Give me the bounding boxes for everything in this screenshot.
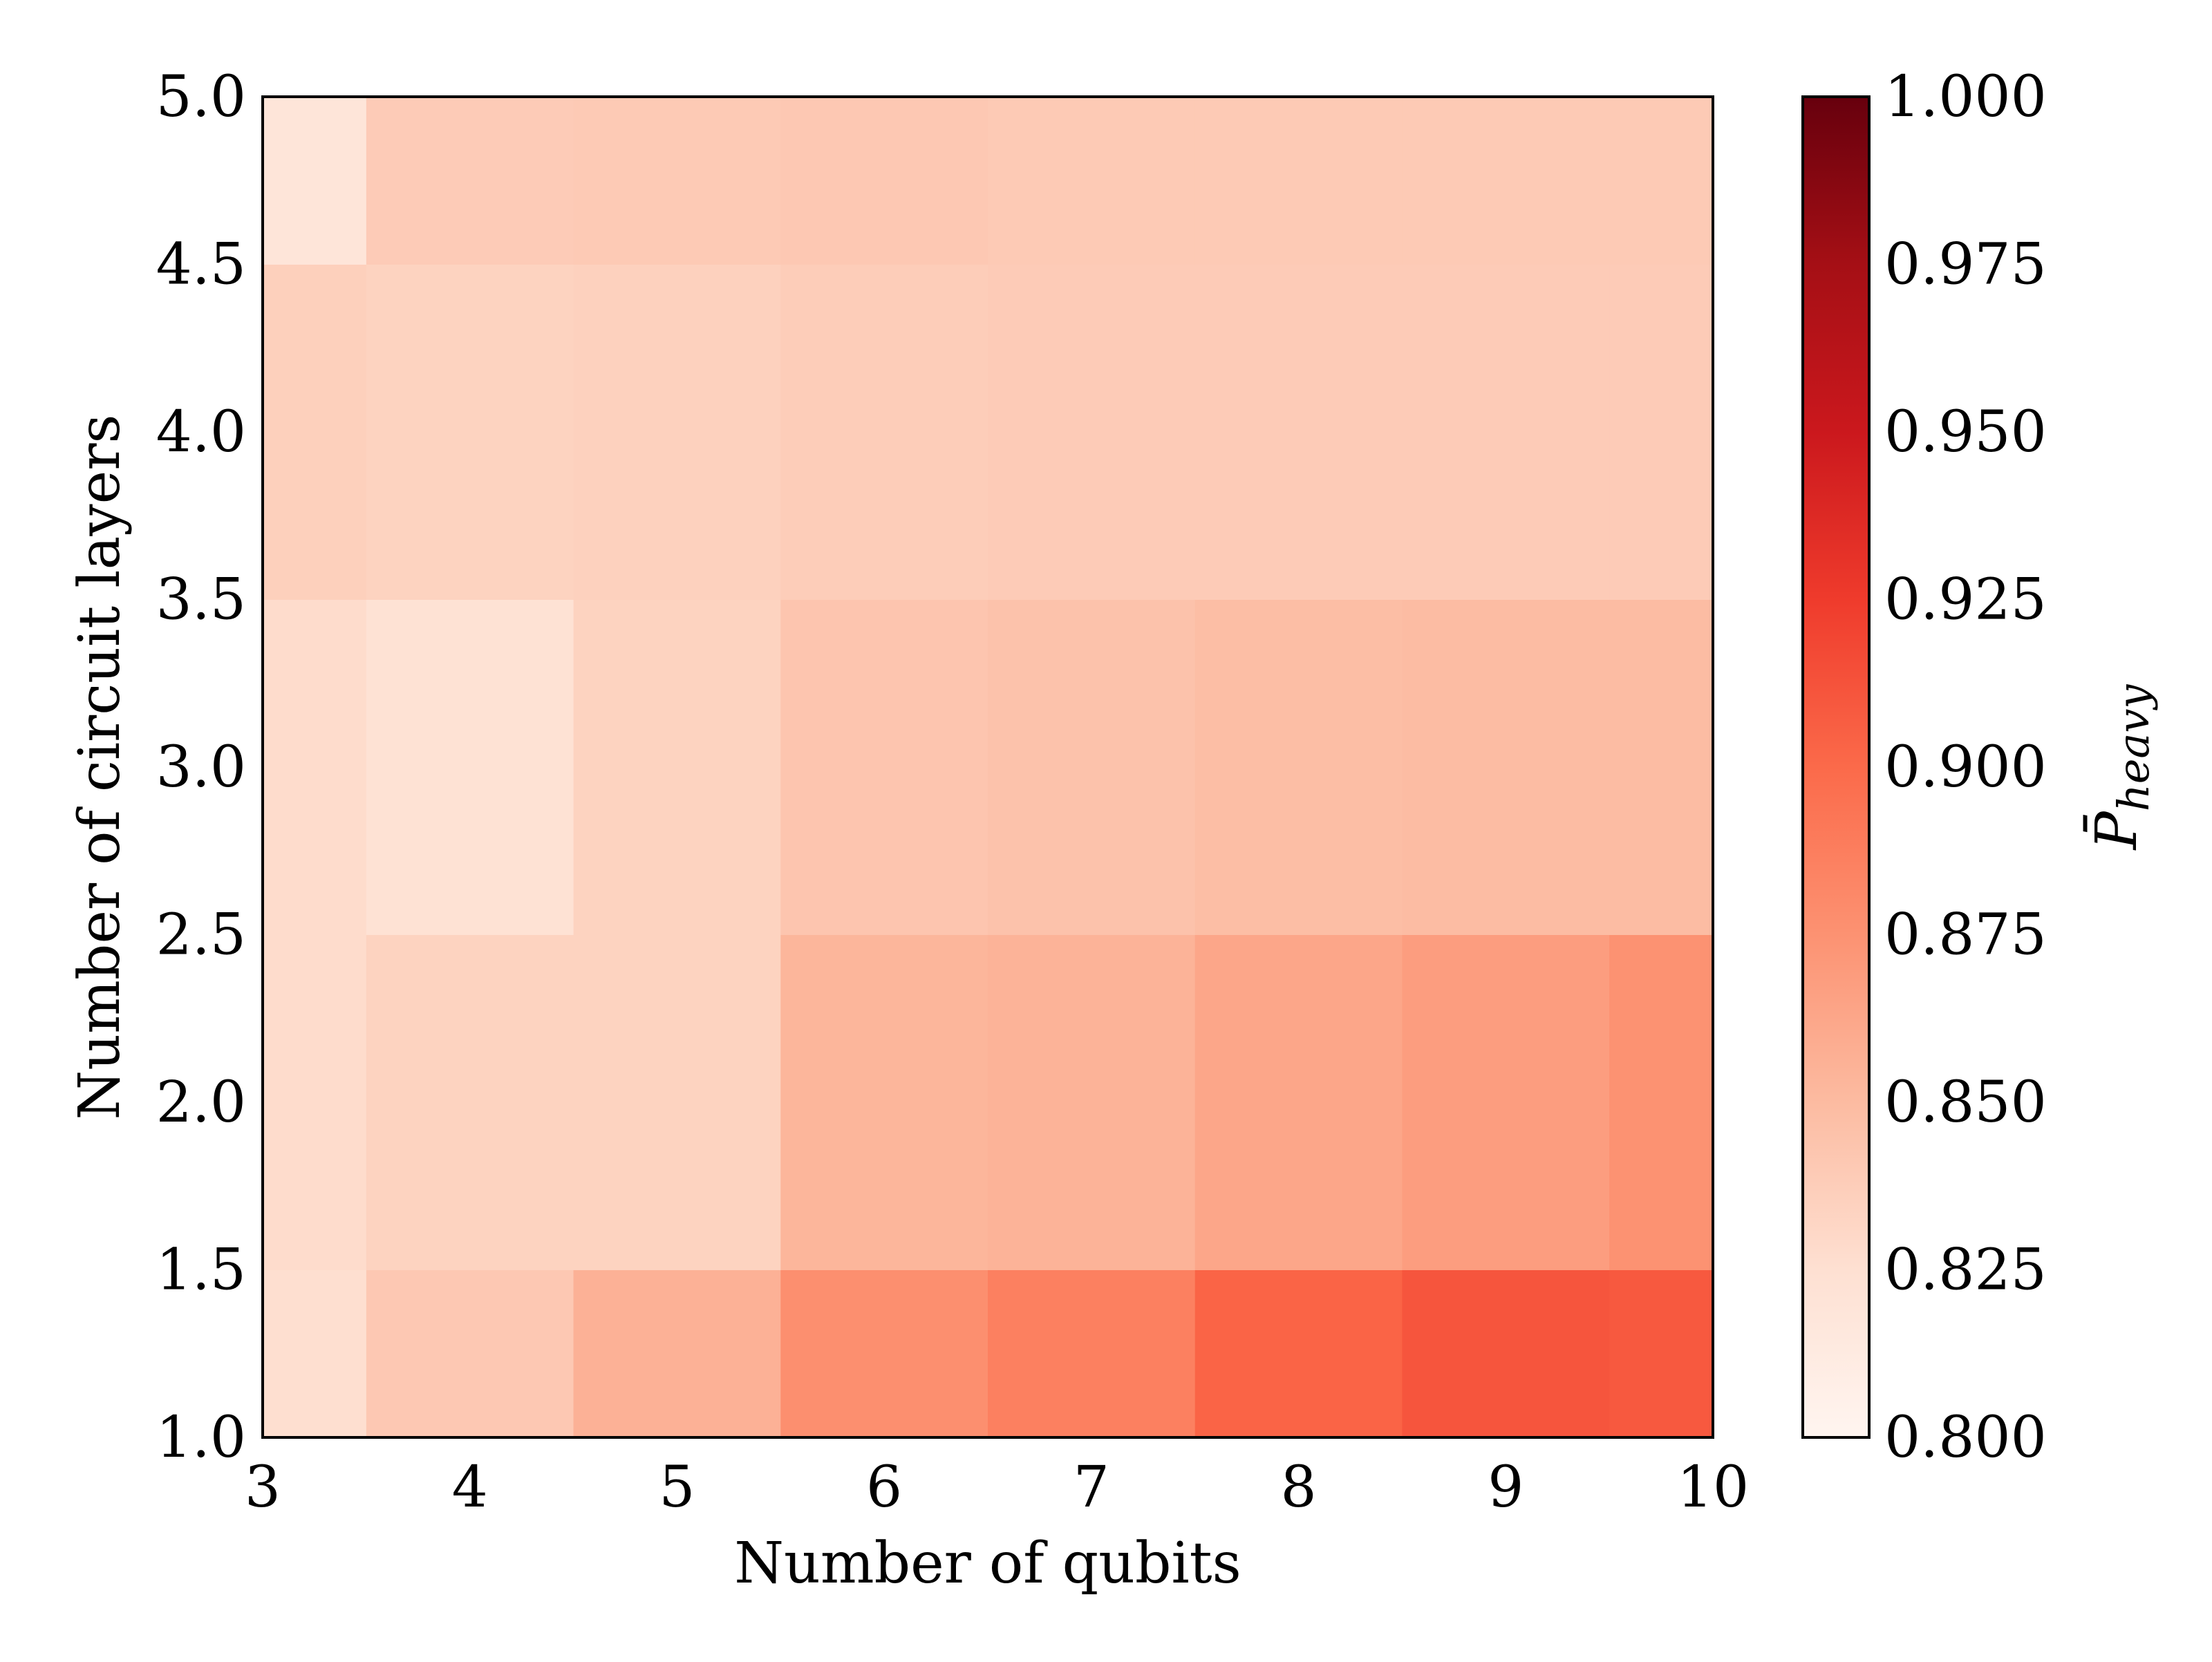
heatmap-cell xyxy=(1402,264,1610,600)
heatmap-cell xyxy=(988,264,1196,600)
heatmap-cell xyxy=(263,599,367,935)
colorbar-label-main: P̄ xyxy=(2083,810,2150,851)
x-axis-label: Number of qubits xyxy=(734,1531,1241,1596)
x-tick-label: 5 xyxy=(659,1455,695,1520)
colorbar-tick-label: 0.900 xyxy=(1884,735,2047,800)
heatmap-cell xyxy=(988,934,1196,1270)
heatmap-cell xyxy=(366,97,574,265)
y-tick-label: 3.0 xyxy=(156,735,246,800)
heatmap-cell xyxy=(366,1269,574,1438)
x-tick-label: 8 xyxy=(1280,1455,1316,1520)
heatmap-cell xyxy=(1609,934,1714,1270)
x-tick-label: 3 xyxy=(245,1455,281,1520)
heatmap-cell xyxy=(263,934,367,1270)
x-axis-ticks: 3 4 5 6 7 8 9 10 xyxy=(245,1455,1749,1520)
heatmap-cell xyxy=(1609,1269,1714,1438)
heatmap-cell xyxy=(988,1269,1196,1438)
heatmap-cell xyxy=(573,1269,781,1438)
heatmap-cell xyxy=(573,97,781,265)
colorbar-tick-label: 0.875 xyxy=(1884,903,2047,968)
colorbar xyxy=(1801,95,1871,1439)
x-tick-label: 6 xyxy=(866,1455,902,1520)
heatmap-cell xyxy=(366,264,574,600)
heatmap-cell xyxy=(1194,599,1403,935)
heatmap-cell xyxy=(988,599,1196,935)
y-tick-label: 4.0 xyxy=(156,399,246,465)
colorbar-label-sub: heavy xyxy=(2108,684,2159,812)
heatmap-cell xyxy=(1609,97,1714,265)
heatmap-cell xyxy=(1402,97,1610,265)
heatmap-cells xyxy=(263,97,1714,1438)
heatmap-cell xyxy=(1609,599,1714,935)
colorbar-tick-label: 0.975 xyxy=(1884,232,2047,298)
x-tick-label: 10 xyxy=(1677,1455,1749,1520)
heatmap-cell xyxy=(573,599,781,935)
heatmap-cell xyxy=(780,1269,988,1438)
y-tick-label: 5.0 xyxy=(156,64,246,130)
colorbar-tick-label: 0.825 xyxy=(1884,1238,2047,1303)
colorbar-tick-label: 0.800 xyxy=(1884,1405,2047,1471)
heatmap-cell xyxy=(263,1269,367,1438)
y-tick-label: 1.0 xyxy=(156,1405,246,1471)
y-tick-label: 3.5 xyxy=(156,567,246,633)
x-tick-label: 4 xyxy=(452,1455,488,1520)
heatmap-cell xyxy=(573,264,781,600)
y-tick-label: 1.5 xyxy=(156,1238,246,1303)
heatmap-cell xyxy=(573,934,781,1270)
heatmap-cell xyxy=(1402,934,1610,1270)
colorbar-tick-label: 1.000 xyxy=(1884,64,2047,130)
colorbar-tick-label: 0.925 xyxy=(1884,567,2047,633)
heatmap-cell xyxy=(780,264,988,600)
heatmap-cell xyxy=(988,97,1196,265)
colorbar-ticks: 0.800 0.825 0.850 0.875 0.900 0.925 0.950 0.975… xyxy=(1884,64,2047,1471)
y-tick-label: 2.5 xyxy=(156,903,246,968)
heatmap-cell xyxy=(263,97,367,265)
colorbar-label: P̄heavy xyxy=(2083,684,2159,851)
heatmap-cell xyxy=(366,599,574,935)
y-axis-ticks: 1.0 1.5 2.0 2.5 3.0 3.5 4.0 4.5 5.0 xyxy=(156,64,246,1471)
heatmap-cell xyxy=(1194,264,1403,600)
heatmap-cell xyxy=(1609,264,1714,600)
heatmap-cell xyxy=(1194,97,1403,265)
heatmap-cell xyxy=(366,934,574,1270)
heatmap-cell xyxy=(263,264,367,600)
heatmap-cell xyxy=(1402,1269,1610,1438)
plot-frame xyxy=(261,95,1714,1439)
y-tick-label: 2.0 xyxy=(156,1070,246,1135)
colorbar-tick-label: 0.850 xyxy=(1884,1070,2047,1135)
y-tick-label: 4.5 xyxy=(156,232,246,298)
y-axis-label: Number of circuit layers xyxy=(67,415,133,1120)
heatmap-cell xyxy=(1194,934,1403,1270)
heatmap-cell xyxy=(1194,1269,1403,1438)
x-tick-label: 9 xyxy=(1488,1455,1524,1520)
heatmap-cell xyxy=(780,97,988,265)
heatmap-cell xyxy=(1402,599,1610,935)
heatmap-cell xyxy=(780,599,988,935)
heatmap-cell xyxy=(780,934,988,1270)
colorbar-tick-label: 0.950 xyxy=(1884,399,2047,465)
x-tick-label: 7 xyxy=(1074,1455,1109,1520)
